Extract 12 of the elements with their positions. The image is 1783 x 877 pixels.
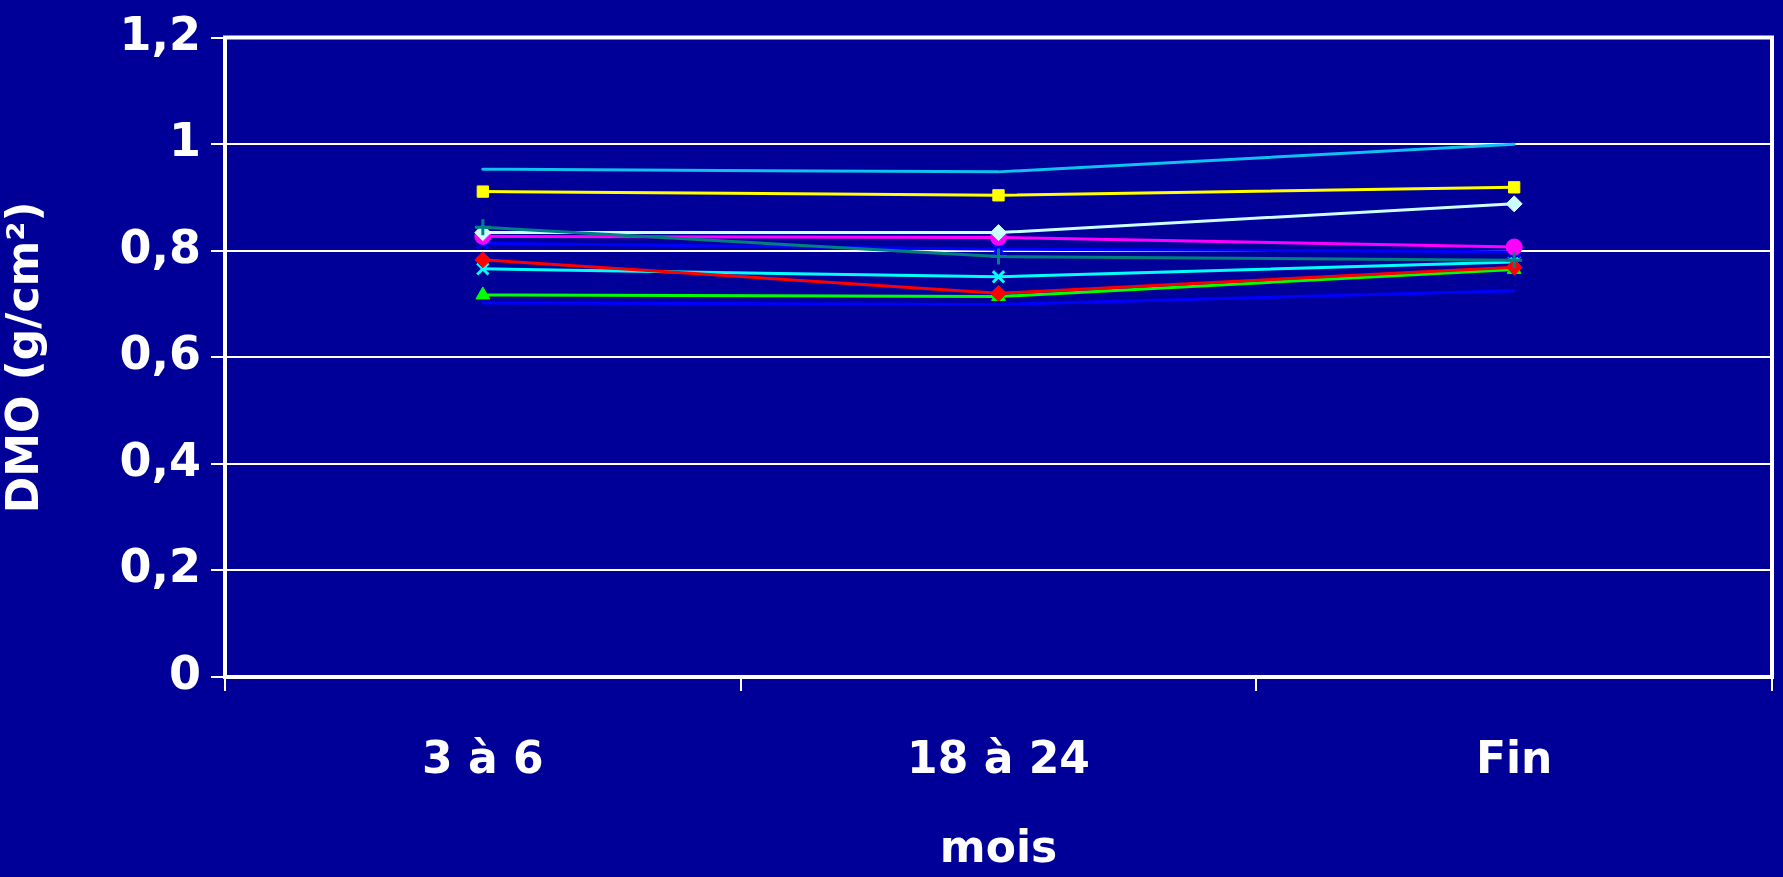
y-tick-label: 1,2 xyxy=(119,6,201,61)
y-tick-label: 0,6 xyxy=(119,326,201,381)
x-tick-label: 18 à 24 xyxy=(907,731,1090,783)
y-axis-title: DMO (g/cm²) xyxy=(0,201,48,514)
y-tick-label: 0,8 xyxy=(119,219,201,274)
y-tick-label: 1 xyxy=(168,113,201,168)
y-tick-label: 0,2 xyxy=(119,539,201,594)
x-axis-title: mois xyxy=(939,821,1058,873)
x-tick-label: 3 à 6 xyxy=(422,731,544,783)
x-tick-label: Fin xyxy=(1475,731,1553,783)
y-tick-label: 0,4 xyxy=(119,432,201,487)
y-tick-label: 0 xyxy=(168,645,201,700)
